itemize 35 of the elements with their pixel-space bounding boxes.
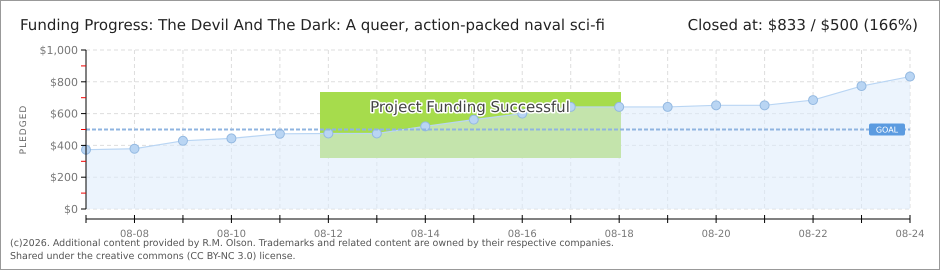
point xyxy=(808,95,818,106)
point xyxy=(372,128,382,138)
y-tick-label: $800 xyxy=(50,76,78,89)
x-tick-label: 08-24 xyxy=(895,229,925,240)
x-tick-label: 08-14 xyxy=(410,229,440,240)
point xyxy=(614,102,624,112)
text: Shared under the creative commons (CC BY-NC 3.0) license. xyxy=(10,251,296,262)
x-tick-label: 08-16 xyxy=(508,229,537,240)
x-tick-label: 08-12 xyxy=(314,229,343,240)
y-tick-label: $1,000 xyxy=(40,44,78,57)
x-tick-label: 08-10 xyxy=(216,229,246,240)
point xyxy=(274,128,285,139)
point xyxy=(323,128,334,138)
ref-line-label: GOAL xyxy=(876,126,899,134)
chart-title: Funding Progress: The Devil And The Dark: A queer, action-packed naval sci-fi xyxy=(20,16,605,34)
point xyxy=(856,81,867,92)
x-tick-label: 08-20 xyxy=(702,229,731,240)
point xyxy=(905,72,915,82)
point xyxy=(662,102,673,112)
point xyxy=(178,136,188,146)
point xyxy=(711,100,722,110)
y-tick-label: $400 xyxy=(50,139,78,152)
y-tick-label: $200 xyxy=(50,171,78,184)
y-axis-title: PLEDGED xyxy=(19,104,29,154)
text: (c)2026. Additional content provided by R.M. Olson. Trademarks and related content are owned by their respective companies. xyxy=(10,238,614,249)
y-tick-label: $0 xyxy=(64,203,78,216)
x-tick-label: 08-22 xyxy=(798,229,828,240)
x-tick-label: 08-08 xyxy=(120,229,149,240)
point xyxy=(760,100,770,110)
point xyxy=(129,144,140,154)
x-tick-label: 08-18 xyxy=(604,229,634,240)
point xyxy=(468,114,479,125)
point xyxy=(226,133,236,144)
chart-subtitle: Closed at: $833 / $500 (166%) xyxy=(688,16,918,34)
y-tick-label: $600 xyxy=(50,108,78,121)
